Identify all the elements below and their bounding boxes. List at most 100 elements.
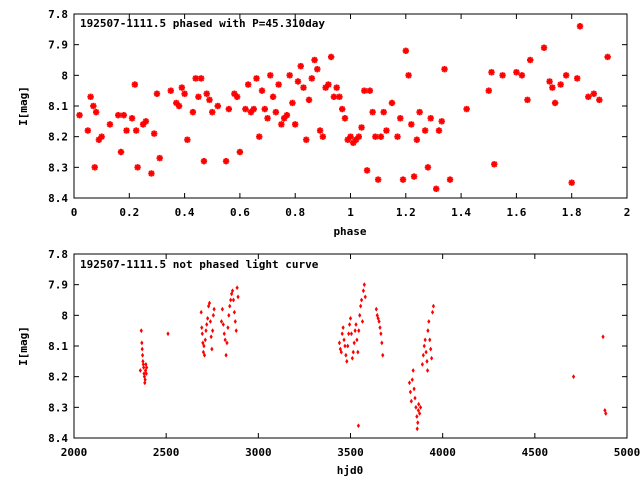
data-point [488, 69, 495, 76]
phased-chart: 0 0.2 0.4 0.6 0.8 1 1.2 1.4 1.6 1.8 2 7.8 7.9 8 8.1 8.… [17, 8, 630, 238]
data-point [345, 358, 349, 364]
data-point [144, 371, 148, 376]
x-tick-label: 0.4 [175, 206, 195, 219]
x-tick-label: 3500 [337, 446, 364, 459]
data-point [557, 81, 564, 88]
data-point [305, 96, 313, 104]
data-point [362, 282, 366, 288]
data-point [267, 72, 274, 79]
data-point [84, 127, 92, 134]
data-point [601, 334, 605, 340]
data-point [206, 96, 213, 104]
data-point [374, 306, 378, 312]
data-point [303, 136, 310, 143]
data-point [590, 90, 598, 97]
data-point [351, 349, 355, 355]
data-point [358, 312, 362, 318]
data-point [499, 72, 506, 79]
data-point [209, 108, 216, 116]
data-point [340, 331, 344, 337]
data-point [411, 368, 415, 373]
data-point [424, 164, 432, 171]
data-point [485, 87, 492, 94]
data-point [195, 93, 202, 100]
data-point [415, 414, 419, 419]
unphased-chart-frame [73, 253, 628, 439]
data-point [416, 108, 423, 116]
data-point [223, 337, 227, 343]
data-point [300, 84, 307, 91]
data-point [212, 306, 216, 312]
data-point [175, 102, 183, 110]
y-tick-label: 8.2 [48, 371, 68, 384]
data-point [140, 346, 144, 352]
data-point [410, 173, 418, 180]
data-point [311, 56, 318, 64]
data-point [143, 368, 148, 373]
data-point [232, 309, 236, 315]
x-tick-label: 1 [347, 206, 354, 219]
data-point [242, 105, 249, 113]
data-point [568, 179, 575, 186]
data-point [231, 297, 236, 303]
data-point [347, 322, 352, 327]
data-point [225, 340, 229, 346]
data-point [361, 288, 366, 294]
data-point [358, 124, 365, 131]
data-point [372, 133, 379, 140]
data-point [236, 148, 244, 156]
data-point [226, 325, 230, 330]
data-point [604, 53, 611, 61]
data-point [551, 99, 559, 107]
data-point [319, 133, 327, 140]
unphased-tick-marks [73, 253, 628, 439]
data-point [206, 316, 210, 321]
unphased-chart: 2000 2500 3000 3500 4000 4500 5000 7.8 7.9 8 8.1 8… [17, 248, 640, 477]
data-point [430, 355, 434, 361]
data-point [131, 81, 139, 88]
data-point [235, 285, 239, 291]
data-point [261, 105, 268, 113]
phased-tick-marks [73, 13, 628, 199]
data-point [356, 349, 360, 355]
y-tick-label: 7.8 [48, 248, 68, 261]
data-point [269, 93, 277, 100]
data-point [356, 423, 361, 429]
data-point [210, 346, 214, 352]
data-point [336, 93, 343, 100]
data-point [353, 328, 357, 334]
data-point [446, 176, 454, 183]
data-point [576, 23, 584, 30]
unphased-points [138, 282, 608, 432]
y-tick-label: 8 [61, 309, 68, 322]
data-point [430, 309, 435, 315]
x-tick-label: 2 [624, 206, 631, 219]
data-point [388, 99, 396, 107]
data-point [106, 121, 114, 128]
data-point [203, 90, 210, 97]
phased-chart-title: 192507-1111.5 phased with P=45.310day [80, 17, 325, 30]
data-point [133, 127, 140, 134]
data-point [205, 322, 209, 327]
data-point [429, 346, 433, 352]
x-tick-label: 4000 [429, 446, 456, 459]
data-point [221, 322, 225, 327]
data-point [142, 365, 146, 370]
data-point [427, 115, 434, 122]
data-point [359, 297, 364, 303]
data-point [142, 118, 150, 125]
data-point [574, 75, 581, 82]
x-tick-label: 3000 [245, 446, 272, 459]
data-point [204, 328, 208, 334]
data-point [407, 380, 412, 386]
data-point [431, 303, 436, 309]
data-point [233, 319, 237, 324]
data-point [585, 93, 592, 100]
data-point [219, 319, 224, 324]
data-point [381, 352, 385, 358]
data-point [415, 426, 419, 432]
x-tick-label: 2000 [61, 446, 88, 459]
data-point [292, 121, 299, 128]
y-tick-label: 8.4 [48, 192, 68, 205]
data-point [425, 358, 429, 364]
